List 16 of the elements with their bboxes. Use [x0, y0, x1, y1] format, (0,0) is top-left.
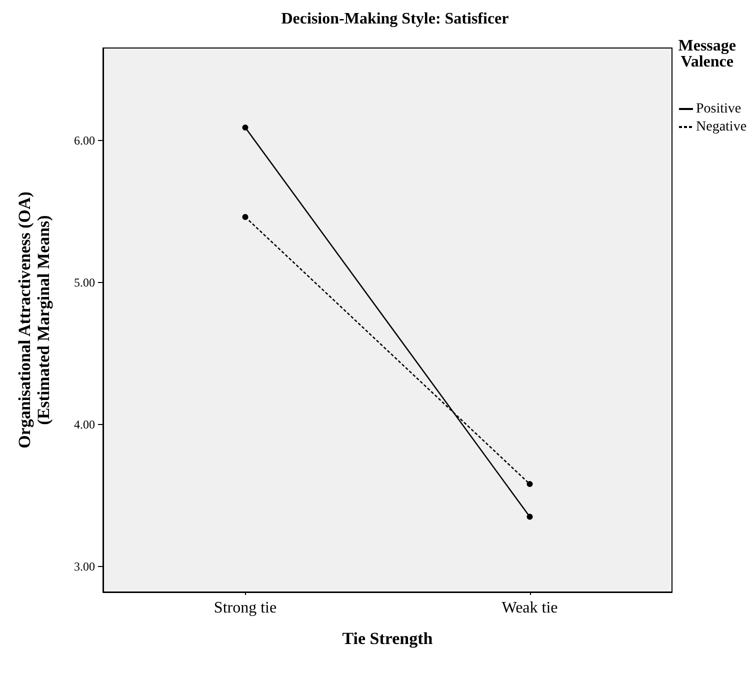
y-tick-label: 4.00	[74, 417, 95, 432]
point	[526, 481, 533, 488]
x-axis-title: Tie Strength	[342, 629, 434, 648]
y-axis-title: Organisational Attractiveness (OA) (Estimated Marginal Means)	[15, 192, 53, 448]
chart-title: Decision-Making Style: Satisficer	[281, 10, 509, 28]
point	[526, 514, 533, 520]
point	[242, 214, 248, 220]
y-tick-label: 5.00	[74, 275, 95, 290]
point	[242, 124, 248, 131]
y-tick-label: 6.00	[74, 133, 95, 148]
legend-label: Positive	[696, 102, 742, 116]
y-tick-label: 3.00	[74, 559, 95, 574]
x-tick-label: Strong tie	[214, 600, 277, 616]
legend-label: Negative	[696, 120, 747, 134]
x-tick-label: Weak tie	[502, 600, 558, 616]
legend-title: Message Valence	[678, 38, 736, 70]
